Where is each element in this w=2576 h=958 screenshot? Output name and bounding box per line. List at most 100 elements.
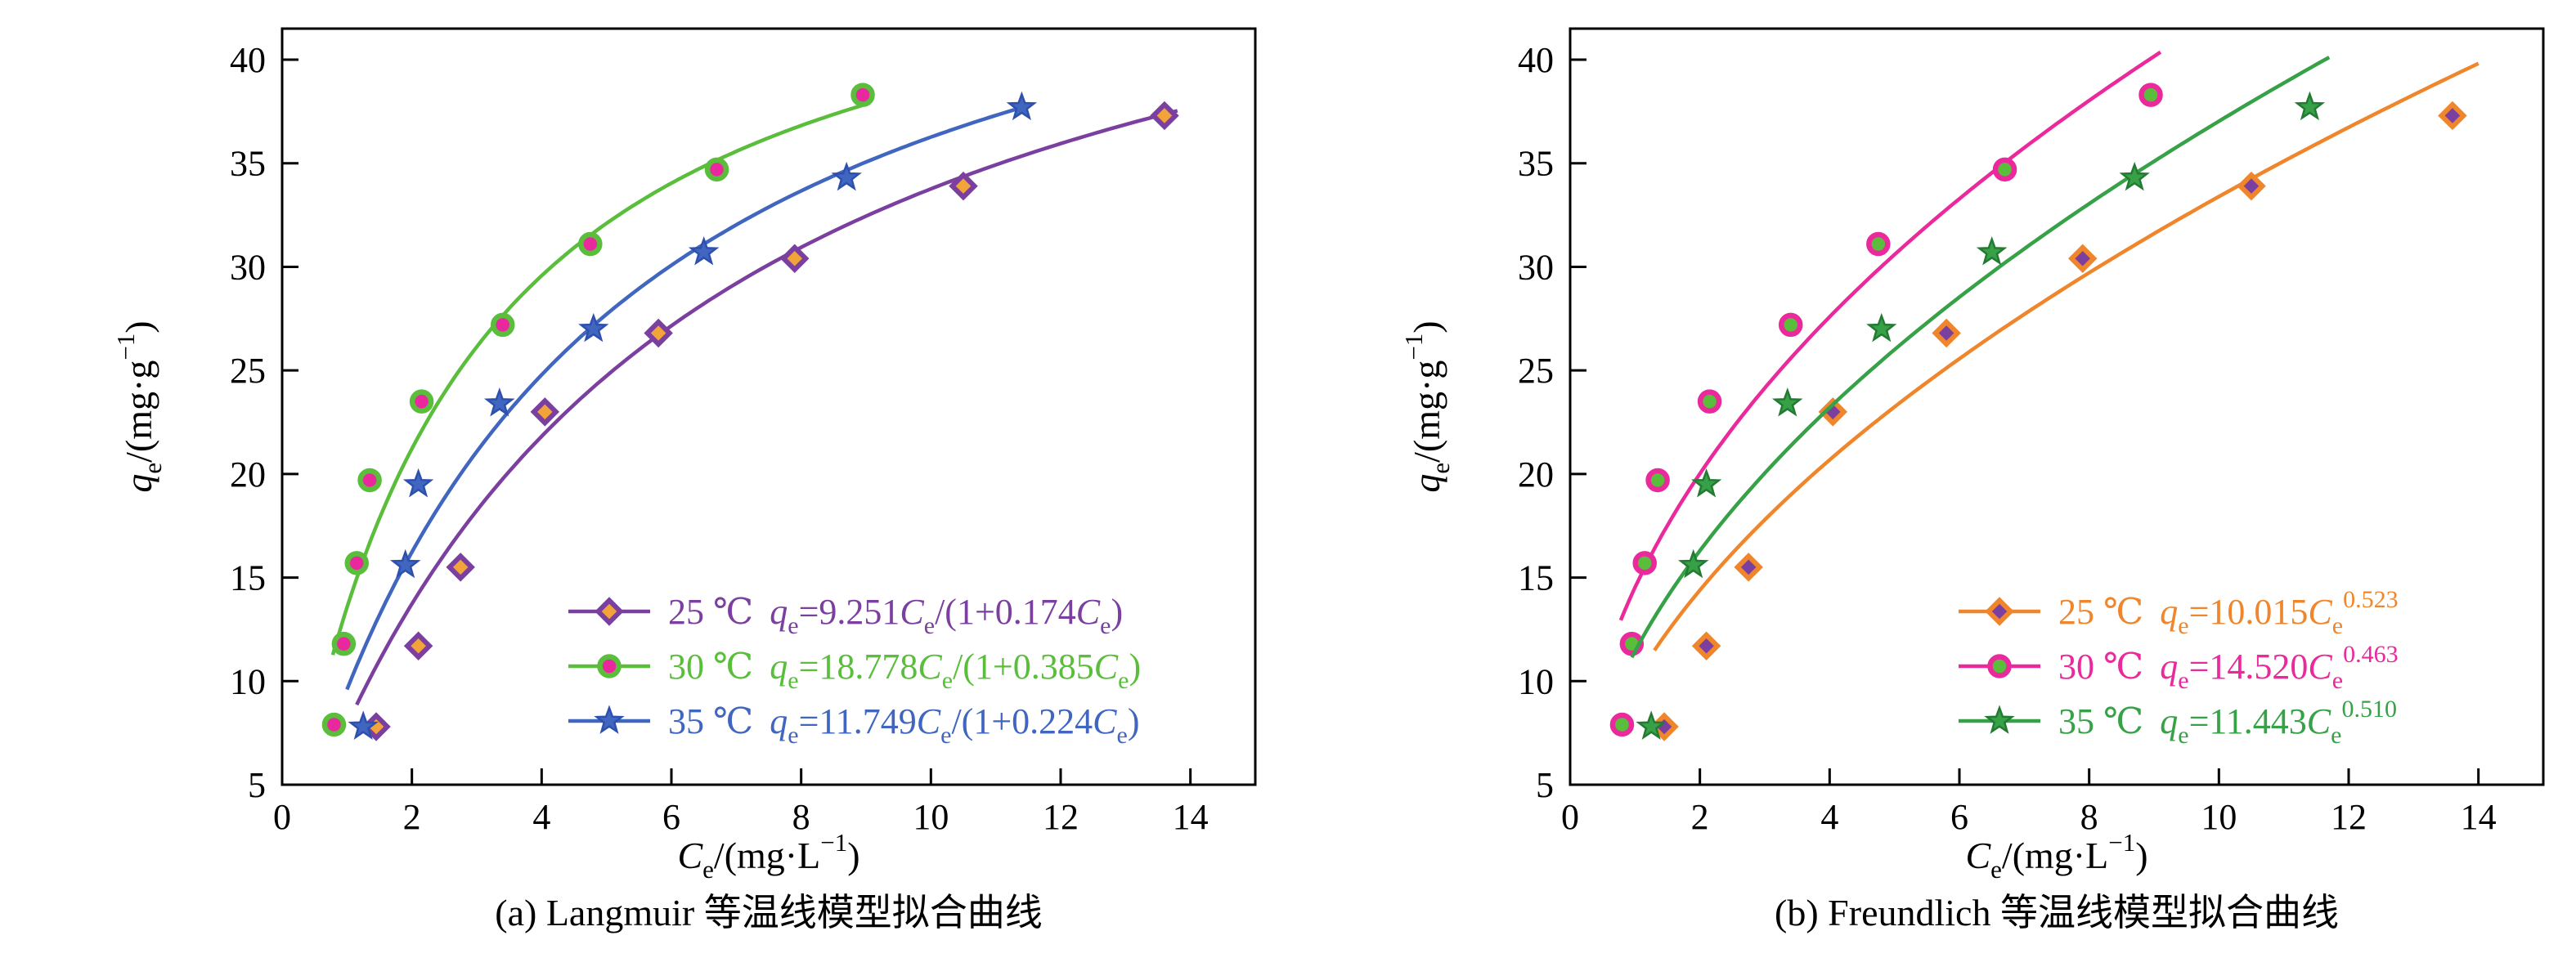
y-tick-label: 15 bbox=[230, 558, 266, 598]
fit-curve bbox=[330, 101, 870, 656]
data-point bbox=[1818, 397, 1848, 427]
axis-ticks bbox=[280, 58, 1192, 786]
data-point bbox=[530, 397, 560, 427]
y-tick-label: 25 bbox=[230, 351, 266, 391]
data-point bbox=[949, 171, 978, 201]
x-tick-label: 10 bbox=[2201, 797, 2237, 837]
data-point bbox=[1645, 468, 1670, 493]
x-tick-label: 8 bbox=[2080, 797, 2098, 837]
data-point bbox=[1992, 157, 2017, 182]
legend-marker bbox=[594, 705, 625, 734]
data-point bbox=[578, 231, 603, 257]
x-tick-label: 6 bbox=[662, 797, 680, 837]
series-0 bbox=[355, 101, 1179, 741]
fit-curve bbox=[355, 109, 1178, 706]
y-tick-label: 30 bbox=[230, 247, 266, 287]
y-tick-label: 35 bbox=[230, 144, 266, 184]
data-point bbox=[390, 548, 421, 579]
series-0 bbox=[1649, 61, 2480, 741]
y-tick-label: 40 bbox=[1518, 40, 1554, 80]
data-point bbox=[2138, 83, 2163, 107]
x-tick-label: 10 bbox=[913, 797, 949, 837]
x-tick-label: 12 bbox=[1043, 797, 1079, 837]
series-1 bbox=[321, 83, 875, 737]
plot-frame bbox=[280, 27, 1257, 786]
y-tick-label: 5 bbox=[1536, 765, 1554, 805]
caption-freundlich: (b) Freundlich 等温线模型拟合曲线 bbox=[1775, 892, 2339, 933]
chart-freundlich: 0 2 4 6 8 10 12 14 5 10 15 20 25 30 35 40 Ce/(mg·L−1) qe/… bbox=[1288, 0, 2576, 958]
caption-langmuir: (a) Langmuir 等温线模型拟合曲线 bbox=[495, 892, 1043, 933]
data-point bbox=[1632, 551, 1657, 575]
data-point bbox=[1778, 312, 1803, 338]
data-point bbox=[831, 161, 862, 191]
legend-marker bbox=[1985, 597, 2014, 626]
data-point bbox=[1609, 712, 1635, 737]
x-axis-label: Ce/(mg·L−1) bbox=[1965, 828, 2147, 884]
data-point bbox=[490, 312, 515, 338]
data-point bbox=[1771, 387, 1803, 417]
x-tick-label: 12 bbox=[2331, 797, 2367, 837]
data-point bbox=[1932, 318, 1961, 348]
data-point bbox=[321, 712, 347, 737]
y-tick-label: 25 bbox=[1518, 351, 1554, 391]
data-point bbox=[403, 631, 433, 660]
x-tick-label: 14 bbox=[1173, 797, 1209, 837]
y-tick-label: 20 bbox=[230, 454, 266, 495]
x-tick-label: 4 bbox=[1820, 797, 1838, 837]
data-point bbox=[1636, 710, 1667, 740]
legend-entry-0: 25 ℃ qe=10.015Ce0.523 bbox=[2058, 586, 2399, 639]
series-2 bbox=[1630, 56, 2331, 740]
y-tick-label: 40 bbox=[230, 40, 266, 80]
legend-marker bbox=[1987, 654, 2012, 678]
data-point bbox=[1697, 389, 1722, 414]
legend: 25 ℃ qe=9.251Ce/(1+0.174Ce) 30 ℃ qe=18.778C… bbox=[568, 592, 1141, 749]
data-point bbox=[1150, 101, 1179, 131]
data-point bbox=[644, 318, 673, 348]
y-tick-label: 35 bbox=[1518, 144, 1554, 184]
data-point bbox=[1976, 236, 2008, 266]
freundlich-plot: 0 2 4 6 8 10 12 14 5 10 15 20 25 30 35 40 Ce/(mg·L−1) qe/… bbox=[1399, 27, 2545, 884]
data-point bbox=[1691, 631, 1721, 660]
data-point bbox=[483, 387, 515, 417]
series-1 bbox=[1609, 50, 2163, 737]
fit-curve bbox=[1618, 50, 2162, 621]
data-point bbox=[1866, 231, 1891, 257]
data-point bbox=[331, 631, 357, 656]
y-tick-label: 20 bbox=[1518, 454, 1554, 495]
fit-curve bbox=[1653, 61, 2480, 651]
legend-entry-1: 30 ℃ qe=14.520Ce0.463 bbox=[2058, 641, 2399, 694]
legend-entry-1: 30 ℃ qe=18.778Ce/(1+0.385Ce) bbox=[668, 647, 1141, 694]
data-point bbox=[1734, 553, 1763, 582]
y-tick-label: 10 bbox=[230, 661, 266, 701]
data-point bbox=[578, 312, 609, 342]
data-point bbox=[704, 157, 729, 182]
data-point bbox=[1866, 312, 1897, 342]
x-tick-label: 6 bbox=[1950, 797, 1968, 837]
x-tick-label: 14 bbox=[2461, 797, 2497, 837]
data-point bbox=[2438, 101, 2467, 131]
data-point bbox=[344, 551, 369, 575]
x-tick-label: 2 bbox=[1691, 797, 1709, 837]
data-point bbox=[1006, 91, 1038, 121]
axis-ticks bbox=[1568, 58, 2480, 786]
fit-curve bbox=[1630, 56, 2331, 659]
legend-entry-2: 35 ℃ qe=11.443Ce0.510 bbox=[2058, 696, 2397, 749]
x-tick-label: 4 bbox=[532, 797, 550, 837]
data-point bbox=[409, 389, 434, 414]
data-point bbox=[2237, 171, 2266, 201]
data-point bbox=[2119, 161, 2150, 191]
data-point bbox=[779, 244, 810, 274]
data-point bbox=[1678, 548, 1709, 579]
data-point bbox=[688, 236, 720, 266]
chart-langmuir: 0 2 4 6 8 10 12 14 5 10 15 20 25 30 35 40 Ce/(mg·L−1) qe/… bbox=[111, 27, 1257, 933]
data-point bbox=[2294, 91, 2326, 121]
y-tick-label: 15 bbox=[1518, 558, 1554, 598]
y-axis-label: qe/(mg·g−1) bbox=[111, 320, 167, 492]
legend-entry-2: 35 ℃ qe=11.749Ce/(1+0.224Ce) bbox=[668, 701, 1139, 749]
tick-labels: 0 2 4 6 8 10 12 14 5 10 15 20 25 30 35 40 bbox=[1518, 40, 2497, 837]
fit-curve bbox=[345, 104, 1029, 691]
data-point bbox=[2067, 244, 2098, 274]
x-tick-label: 0 bbox=[273, 797, 291, 837]
x-tick-label: 8 bbox=[792, 797, 810, 837]
